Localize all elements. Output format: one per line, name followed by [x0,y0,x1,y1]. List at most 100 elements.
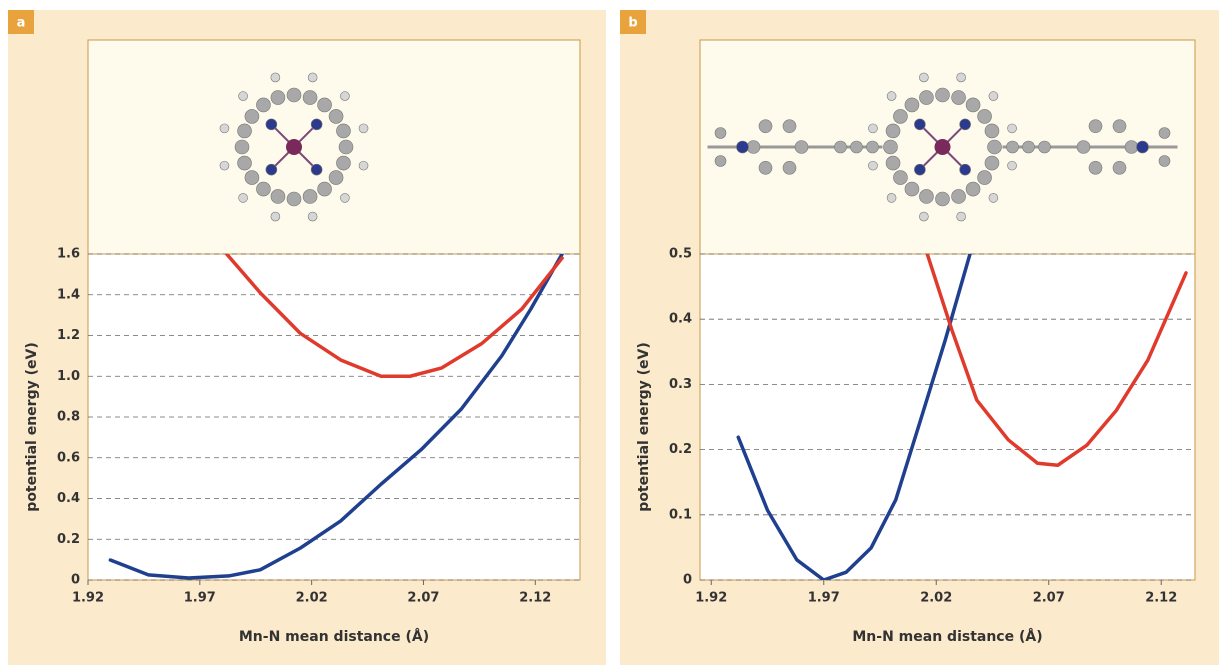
atom [220,124,229,133]
figure: a00.20.40.60.81.01.21.41.61.921.972.022.… [0,0,1227,672]
atom [989,92,998,101]
atom [978,171,992,185]
atom [759,120,772,133]
atom [266,164,277,175]
atom [1159,128,1170,139]
atom [256,98,270,112]
atom [893,171,907,185]
atom [1039,141,1051,153]
x-tick-label: 2.12 [519,591,551,606]
atom [339,140,353,154]
atom [960,164,971,175]
atom [271,189,285,203]
y-tick-label: 0.2 [57,532,80,547]
y-tick-label: 0.8 [57,410,80,425]
atom [239,193,248,202]
atom [1089,161,1102,174]
atom [795,141,808,154]
y-tick-label: 1.0 [57,369,80,384]
atom [308,73,317,82]
atom [287,88,301,102]
atom [329,171,343,185]
atom [747,141,760,154]
atom [988,140,1002,154]
atom [238,124,252,138]
y-tick-label: 0.6 [57,450,80,465]
atom [783,161,796,174]
atom [715,156,726,167]
metal-atom [286,139,302,155]
atom [966,182,980,196]
atom [1113,120,1126,133]
atom [271,73,280,82]
atom [783,120,796,133]
atom [1023,141,1035,153]
atom [851,141,863,153]
atom [952,91,966,105]
atom [308,212,317,221]
atom [919,73,928,82]
atom [311,119,322,130]
atom [1125,141,1138,154]
metal-atom [935,139,951,155]
atom [1008,161,1017,170]
atom [271,212,280,221]
atom [835,141,847,153]
y-tick-label: 0.3 [669,377,692,392]
y-tick-label: 0.4 [669,312,692,327]
atom [952,189,966,203]
atom [905,98,919,112]
y-tick-label: 1.2 [57,328,80,343]
plot-area [700,254,1195,580]
x-tick-label: 1.92 [695,591,727,606]
y-axis-label: potential energy (eV) [24,342,40,511]
atom [245,171,259,185]
atom [318,98,332,112]
atom [220,161,229,170]
atom [978,109,992,123]
atom [340,193,349,202]
atom [886,124,900,138]
atom [919,91,933,105]
atom [235,140,249,154]
atom [238,156,252,170]
atom [886,156,900,170]
atom [318,182,332,196]
y-tick-label: 0.2 [669,442,692,457]
atom [329,109,343,123]
atom [1159,156,1170,167]
x-tick-label: 2.07 [1033,591,1065,606]
structure-box [88,40,580,254]
atom [936,192,950,206]
panel-label: b [628,16,637,31]
atom [919,212,928,221]
atom [256,182,270,196]
atom [867,141,879,153]
x-tick-label: 2.02 [296,591,328,606]
atom [715,128,726,139]
y-axis-label: potential energy (eV) [636,342,652,511]
x-tick-label: 1.97 [808,591,840,606]
atom [919,189,933,203]
atom [336,156,350,170]
x-axis-label: Mn-N mean distance (Å) [239,628,429,645]
atom [340,92,349,101]
atom [914,164,925,175]
atom [936,88,950,102]
atom [887,92,896,101]
atom [966,98,980,112]
atom [887,193,896,202]
y-tick-label: 1.6 [57,247,80,262]
y-tick-label: 0.1 [669,507,692,522]
atom [245,109,259,123]
atom [985,156,999,170]
atom [336,124,350,138]
atom [266,119,277,130]
atom [960,119,971,130]
atom [1007,141,1019,153]
atom [893,109,907,123]
atom [271,91,285,105]
x-tick-label: 2.02 [920,591,952,606]
x-axis-label: Mn-N mean distance (Å) [852,628,1042,645]
atom [884,140,898,154]
